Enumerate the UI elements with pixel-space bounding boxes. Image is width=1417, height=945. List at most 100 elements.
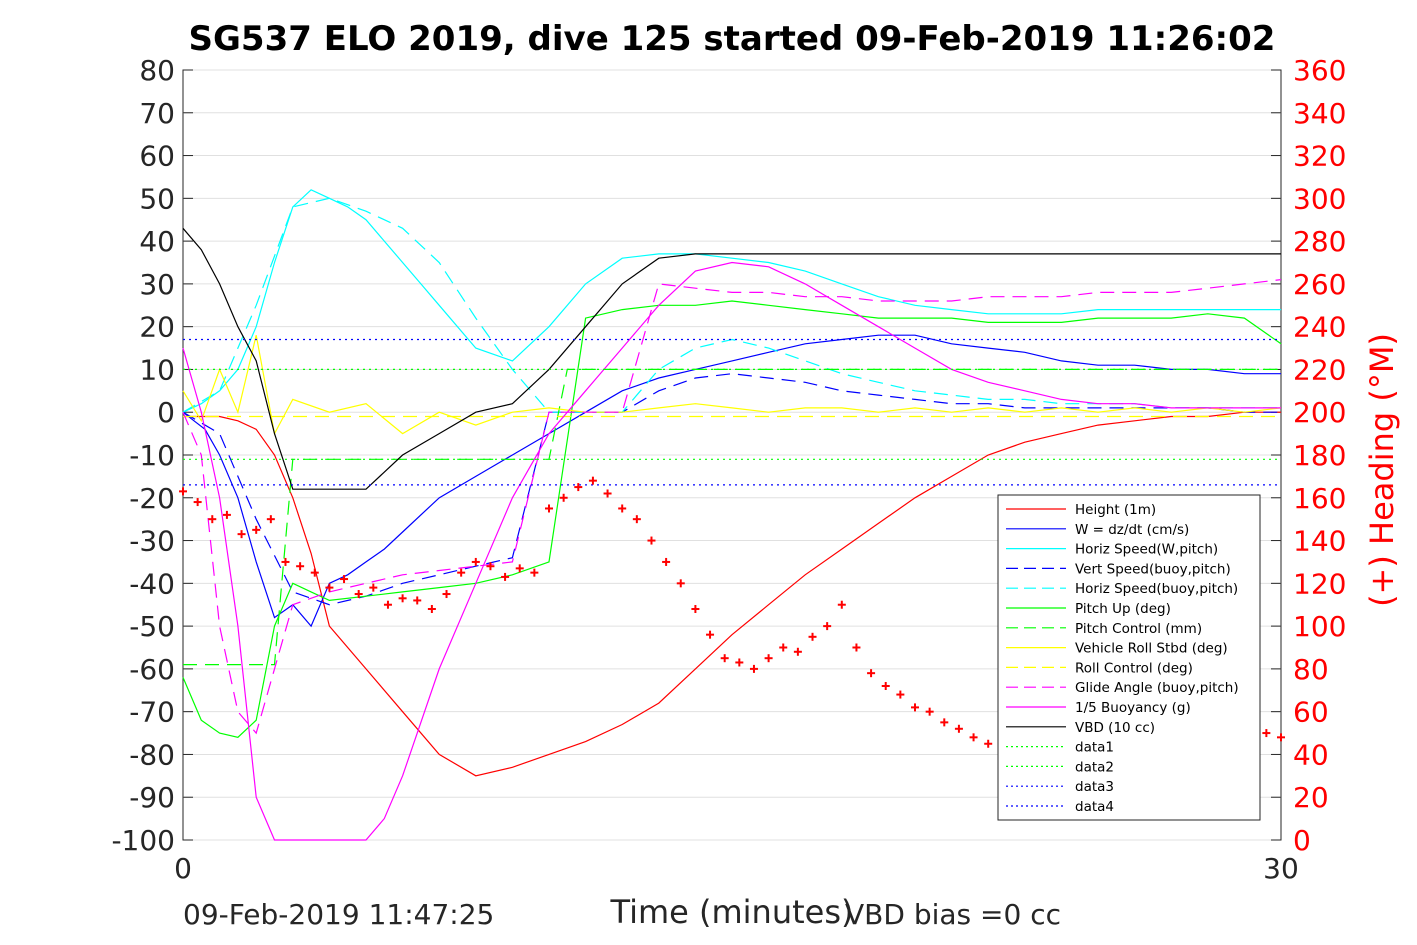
y2-tick-label: 280 [1293,225,1346,258]
heading-point [574,483,583,492]
legend-label: data2 [1075,759,1114,775]
heading-point [354,590,363,599]
legend-label: W = dz/dt (cm/s) [1075,522,1189,538]
y-tick-label: 40 [139,225,175,258]
vbd-bias-label: VBD bias =0 cc [845,898,1061,931]
heading-point [691,605,700,613]
x-tick-label: 30 [1263,852,1299,885]
y-tick-label: -80 [129,738,175,771]
y-tick-label: 50 [139,182,175,215]
y-tick-label: 70 [139,97,175,130]
heading-point [618,504,627,513]
y2-tick-label: 20 [1293,781,1329,814]
heading-point [779,643,788,652]
heading-point [925,707,934,716]
y2-tick-label: 40 [1293,738,1329,771]
y-tick-label: -20 [129,482,175,515]
y2-tick-label: 80 [1293,653,1329,686]
heading-point [954,724,963,733]
y2-tick-label: 0 [1293,824,1311,857]
heading-point [530,568,539,577]
legend-label: Vehicle Roll Stbd (deg) [1075,641,1228,657]
dive-end-timestamp: 09-Feb-2019 11:47:25 [183,898,495,931]
y-tick-label: -30 [129,525,175,558]
series-line-0 [183,411,1281,777]
heading-point [852,643,861,652]
y2-tick-label: 120 [1293,567,1346,600]
legend-label: Pitch Up (deg) [1075,601,1171,617]
legend-label: Glide Angle (buoy,pitch) [1075,680,1239,696]
y-tick-label: -100 [111,824,175,857]
y-tick-label: -50 [129,610,175,643]
y2-tick-label: 300 [1293,182,1346,215]
heading-point [749,664,758,673]
heading-point [559,493,568,502]
legend-label: Pitch Control (mm) [1075,621,1202,637]
heading-point [896,690,905,699]
y-tick-label: -10 [129,439,175,472]
legend-label: data1 [1075,740,1114,756]
y2-tick-label: 60 [1293,696,1329,729]
legend-label: data3 [1075,779,1114,795]
y2-tick-label: 180 [1293,439,1346,472]
legend-label: Roll Control (deg) [1075,660,1193,676]
legend-label: VBD (10 cc) [1075,720,1155,736]
series-line-9 [182,279,1282,735]
y-tick-label: 0 [157,396,175,429]
heading-point [369,583,378,592]
series-layer [182,189,1282,841]
heading-point [179,487,187,496]
heading-point [808,632,817,641]
heading-point [911,703,919,712]
y-tick-label: -60 [129,653,175,686]
heading-point [310,568,319,577]
y-tick-label: -90 [129,781,175,814]
y2-tick-label: 320 [1293,140,1346,173]
heading-point [837,600,846,609]
heading-point [588,476,597,485]
y-tick-label: 30 [139,268,175,301]
heading-point [471,557,480,566]
y2-tick-label: 360 [1293,54,1346,87]
x-axis: 0 30 [174,830,1299,885]
heading-point [881,682,890,690]
heading-point [1277,733,1285,742]
y2-tick-label: 260 [1293,268,1346,301]
heading-point [442,590,451,599]
y-tick-label: 80 [139,54,175,87]
series-line-1 [182,334,1281,628]
heading-point [266,515,275,524]
legend-label: Height (1m) [1075,502,1156,518]
heading-point [764,654,773,663]
heading-point [208,515,217,524]
series-line-10 [182,261,1281,841]
heading-point [383,600,392,609]
heading-point [1262,729,1271,738]
heading-point [867,669,876,678]
heading-point [222,510,231,519]
heading-point [706,630,715,639]
y2-tick-label: 160 [1293,482,1346,515]
heading-point [515,564,524,573]
y2-tick-label: 240 [1293,311,1346,344]
chart-title: SG537 ELO 2019, dive 125 started 09-Feb-… [189,19,1276,59]
heading-point [632,515,641,524]
heading-point [823,622,832,631]
heading-point [676,579,685,588]
heading-point [486,562,495,571]
legend-label: data4 [1075,799,1114,815]
heading-point [940,718,949,727]
y2-tick-label: 220 [1293,353,1346,386]
heading-point [457,568,466,577]
y2-tick-label: 140 [1293,525,1346,558]
heading-point [398,594,407,603]
heading-point [793,647,802,656]
legend-label: Vert Speed(buoy,pitch) [1075,561,1231,577]
heading-point [647,536,656,545]
heading-point [501,572,510,581]
heading-point [984,739,993,748]
y-axis-left: 80 70 60 50 40 30 20 10 0 -10 -20 -30 -40 -50 -60 -70 -8… [111,54,193,857]
y-tick-label: 60 [139,140,175,173]
series-line-6 [183,368,1281,666]
